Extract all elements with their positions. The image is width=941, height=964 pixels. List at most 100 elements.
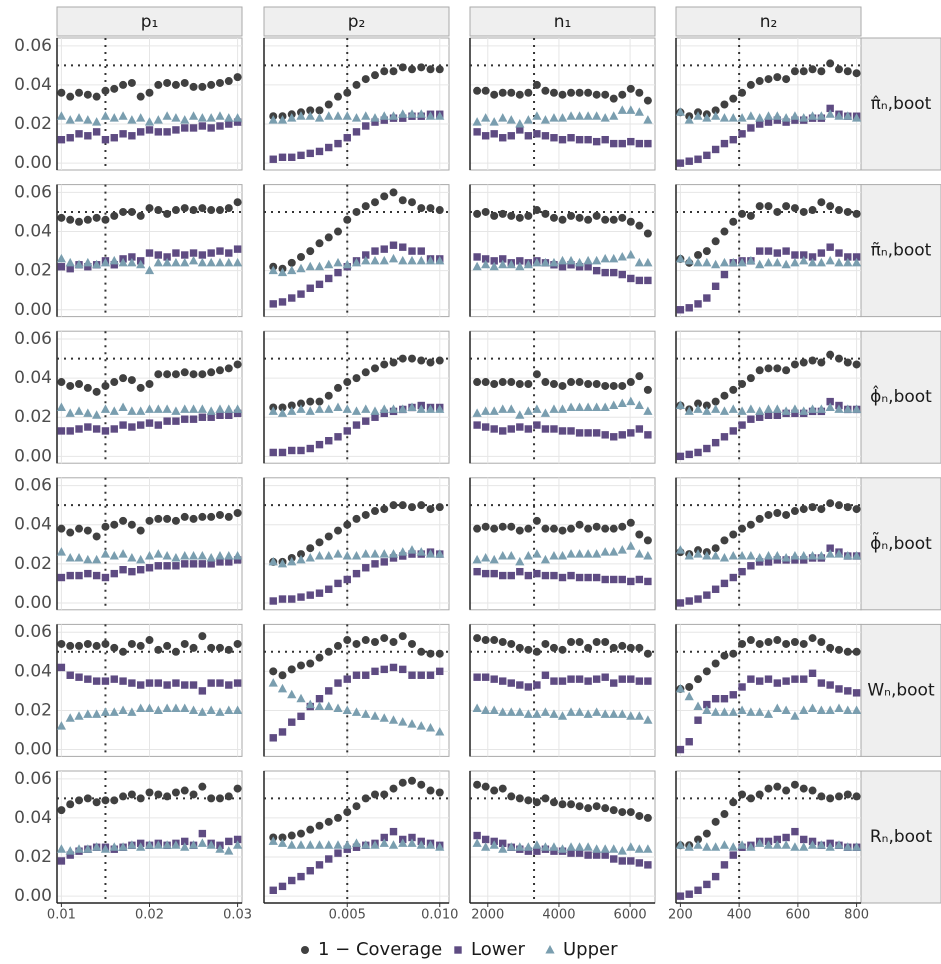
point bbox=[145, 636, 154, 645]
strip bbox=[860, 770, 941, 904]
point bbox=[490, 211, 499, 220]
point bbox=[74, 406, 84, 415]
point bbox=[852, 209, 861, 218]
point bbox=[635, 372, 644, 381]
point bbox=[498, 259, 508, 269]
point bbox=[145, 516, 154, 525]
point bbox=[268, 556, 278, 566]
point bbox=[826, 794, 835, 803]
point bbox=[618, 139, 626, 148]
point bbox=[398, 255, 408, 265]
point bbox=[425, 549, 436, 558]
point bbox=[224, 792, 233, 801]
point bbox=[592, 675, 601, 683]
point bbox=[490, 786, 499, 795]
legend-label: Upper bbox=[563, 939, 618, 960]
point bbox=[379, 111, 389, 120]
point bbox=[601, 851, 609, 859]
point bbox=[435, 788, 444, 797]
point bbox=[92, 709, 102, 718]
point bbox=[684, 842, 694, 851]
point bbox=[592, 802, 601, 811]
point bbox=[764, 118, 773, 126]
point bbox=[773, 116, 782, 124]
point bbox=[826, 243, 834, 251]
point bbox=[533, 569, 541, 578]
point bbox=[524, 380, 533, 388]
panel bbox=[469, 477, 656, 611]
legend-symbol bbox=[454, 946, 462, 954]
point bbox=[703, 880, 711, 889]
point bbox=[343, 215, 352, 224]
legend-label: Lower bbox=[471, 939, 526, 960]
point bbox=[324, 532, 333, 541]
point bbox=[83, 383, 92, 392]
point bbox=[791, 251, 799, 259]
point bbox=[763, 257, 774, 267]
point bbox=[507, 522, 516, 531]
point bbox=[435, 549, 445, 558]
point bbox=[84, 263, 92, 271]
point bbox=[473, 634, 482, 643]
point bbox=[790, 257, 800, 267]
point bbox=[343, 134, 351, 142]
point bbox=[435, 649, 444, 658]
point bbox=[747, 675, 755, 683]
point bbox=[499, 839, 507, 848]
point bbox=[506, 259, 516, 269]
point bbox=[417, 780, 426, 789]
point bbox=[92, 677, 101, 685]
point bbox=[389, 784, 398, 793]
point bbox=[737, 113, 747, 122]
point bbox=[498, 638, 507, 646]
point bbox=[755, 259, 765, 269]
point bbox=[609, 215, 618, 224]
point bbox=[523, 115, 533, 124]
point bbox=[790, 638, 799, 646]
point bbox=[764, 247, 773, 255]
point bbox=[388, 404, 399, 413]
point bbox=[472, 703, 482, 712]
point bbox=[643, 649, 652, 658]
point bbox=[136, 383, 145, 392]
point bbox=[618, 90, 627, 99]
point bbox=[574, 111, 585, 120]
point bbox=[772, 404, 782, 413]
point bbox=[435, 255, 445, 265]
point bbox=[154, 251, 163, 259]
point bbox=[56, 111, 67, 120]
point bbox=[306, 659, 315, 668]
point bbox=[694, 251, 703, 259]
point bbox=[351, 838, 362, 847]
point bbox=[181, 124, 189, 132]
point bbox=[790, 842, 800, 851]
point bbox=[180, 703, 190, 712]
point bbox=[618, 675, 626, 683]
point bbox=[773, 636, 782, 645]
point bbox=[737, 257, 747, 267]
point bbox=[711, 145, 720, 154]
point bbox=[306, 867, 314, 875]
point bbox=[315, 861, 324, 869]
point bbox=[154, 645, 163, 654]
point bbox=[489, 705, 499, 714]
point bbox=[781, 259, 791, 269]
point bbox=[315, 440, 324, 449]
point bbox=[575, 802, 584, 811]
point bbox=[834, 404, 844, 413]
point bbox=[515, 410, 525, 419]
point bbox=[75, 673, 83, 681]
point bbox=[550, 134, 558, 142]
point bbox=[83, 257, 93, 267]
point bbox=[324, 100, 333, 109]
point bbox=[188, 404, 199, 413]
point bbox=[601, 673, 609, 681]
point bbox=[407, 838, 417, 847]
point bbox=[816, 551, 826, 560]
point bbox=[746, 551, 756, 560]
point bbox=[644, 577, 652, 586]
point bbox=[84, 132, 92, 140]
point bbox=[343, 520, 352, 529]
point bbox=[162, 111, 172, 120]
point bbox=[515, 842, 525, 851]
